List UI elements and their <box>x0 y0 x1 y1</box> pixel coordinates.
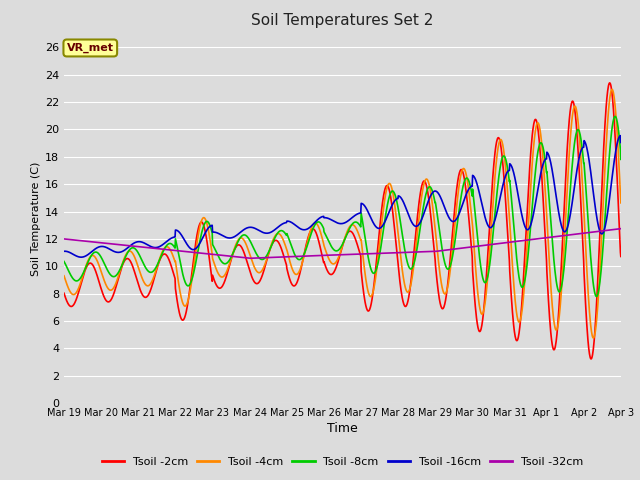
Legend: Tsoil -2cm, Tsoil -4cm, Tsoil -8cm, Tsoil -16cm, Tsoil -32cm: Tsoil -2cm, Tsoil -4cm, Tsoil -8cm, Tsoi… <box>97 453 588 471</box>
X-axis label: Time: Time <box>327 422 358 435</box>
Y-axis label: Soil Temperature (C): Soil Temperature (C) <box>31 161 41 276</box>
Text: VR_met: VR_met <box>67 43 114 53</box>
Title: Soil Temperatures Set 2: Soil Temperatures Set 2 <box>252 13 433 28</box>
